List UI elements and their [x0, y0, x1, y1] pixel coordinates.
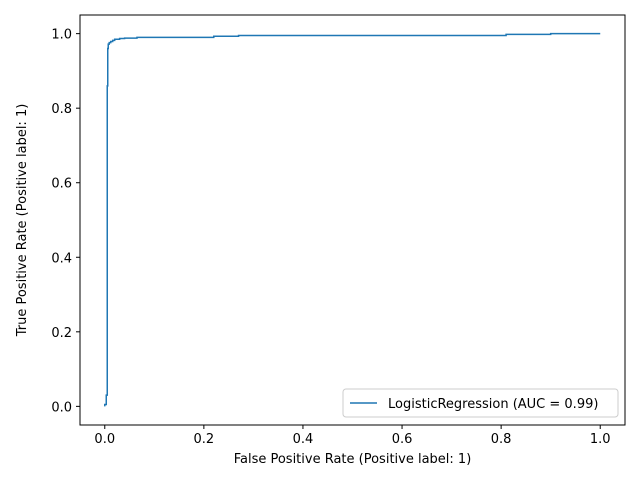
- x-tick-label: 0.4: [293, 432, 314, 447]
- series-line-logisticregression: [104, 32, 601, 407]
- x-tick-label: 0.6: [392, 432, 413, 447]
- y-tick-label: 0.4: [51, 251, 72, 266]
- x-tick-label: 1.0: [590, 432, 611, 447]
- x-tick-label: 0.0: [94, 432, 115, 447]
- y-axis: 0.0 0.2 0.4 0.6 0.8 1.0: [51, 28, 80, 415]
- y-tick-label: 0.2: [51, 326, 72, 341]
- legend-label: LogisticRegression (AUC = 0.99): [388, 397, 598, 412]
- y-tick-label: 1.0: [51, 28, 72, 43]
- y-tick-label: 0.8: [51, 102, 72, 117]
- y-tick-label: 0.0: [51, 400, 72, 415]
- x-tick-label: 0.2: [194, 432, 215, 447]
- y-tick-label: 0.6: [51, 177, 72, 192]
- axes-frame: [79, 14, 626, 426]
- x-tick-label: 0.8: [491, 432, 512, 447]
- y-axis-label: True Positive Rate (Positive label: 1): [15, 104, 30, 338]
- legend-box: [342, 388, 619, 418]
- legend: LogisticRegression (AUC = 0.99): [342, 388, 619, 418]
- x-axis: 0.0 0.2 0.4 0.6 0.8 1.0: [94, 425, 611, 447]
- x-axis-label: False Positive Rate (Positive label: 1): [234, 452, 472, 467]
